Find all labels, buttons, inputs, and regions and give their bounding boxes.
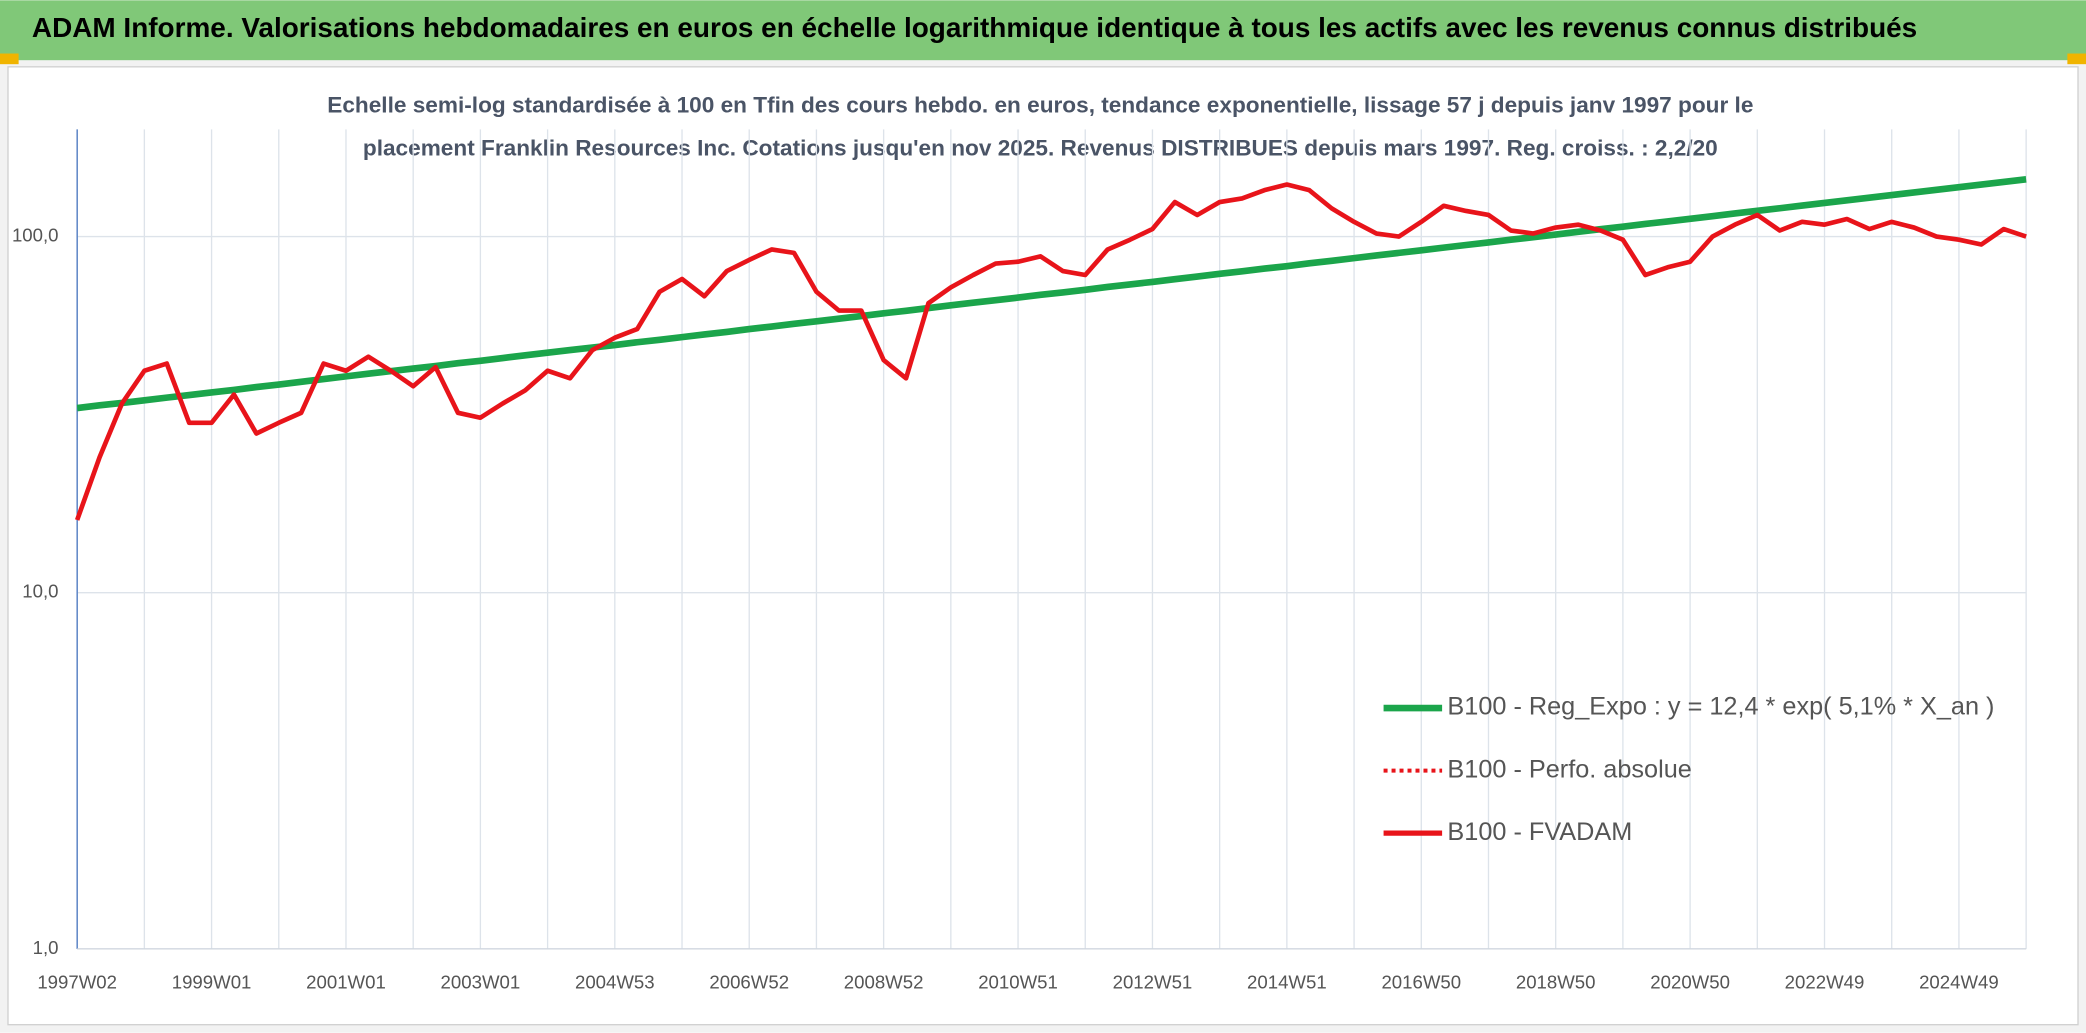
x-tick-label: 2018W50 [1516, 971, 1596, 992]
x-tick-label: 2012W51 [1113, 971, 1193, 992]
header-title: ADAM Informe. Valorisations hebdomadaire… [32, 12, 1917, 43]
x-tick-label: 2004W53 [575, 971, 655, 992]
y-tick-label: 100,0 [12, 224, 59, 245]
x-tick-label: 1997W02 [37, 971, 117, 992]
header-bar [0, 0, 2086, 61]
x-tick-label: 1999W01 [172, 971, 252, 992]
x-tick-label: 2010W51 [978, 971, 1058, 992]
chart-title: Echelle semi-log standardisée à 100 en T… [327, 93, 1753, 118]
corner-mark [2067, 53, 2086, 65]
legend-label: B100 - FVADAM [1447, 818, 1632, 846]
x-tick-label: 2006W52 [709, 971, 789, 992]
x-tick-label: 2001W01 [306, 971, 386, 992]
x-tick-label: 2003W01 [441, 971, 521, 992]
x-tick-label: 2014W51 [1247, 971, 1327, 992]
plot: 1,0 10,0 100,0 1997W02 1999W01 2001W01 2003W01… [12, 129, 2027, 992]
legend-label: B100 - Reg_Expo : y = 12,4 * exp( 5,1% *… [1447, 693, 1994, 721]
y-tick-label: 10,0 [22, 581, 58, 602]
chart-title: placement Franklin Resources Inc. Cotati… [363, 135, 1718, 160]
y-tick-label: 1,0 [33, 937, 59, 958]
legend-label: B100 - Perfo. absolue [1447, 755, 1691, 783]
series-line [74, 182, 2027, 521]
x-tick-label: 2024W49 [1919, 971, 1999, 992]
x-tick-label: 2020W50 [1650, 971, 1730, 992]
series-line [76, 176, 2027, 412]
x-tick-label: 2008W52 [844, 971, 924, 992]
corner-mark [0, 53, 19, 65]
x-tick-label: 2016W50 [1381, 971, 1461, 992]
x-tick-label: 2022W49 [1785, 971, 1865, 992]
